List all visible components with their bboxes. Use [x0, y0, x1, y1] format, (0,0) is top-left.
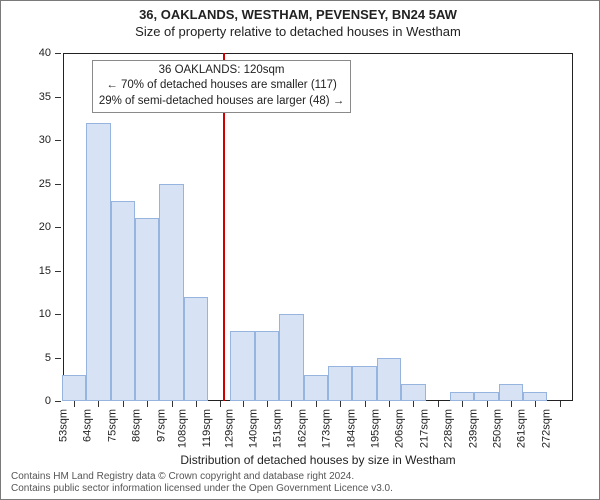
x-tick: [340, 401, 341, 407]
x-tick-label: 140sqm: [247, 409, 259, 448]
x-tick: [438, 401, 439, 407]
axis-left: [63, 53, 64, 401]
x-tick: [535, 401, 536, 407]
x-tick-label: 119sqm: [201, 409, 213, 447]
x-tick-label: 162sqm: [296, 409, 308, 448]
y-tick-label: 40: [39, 47, 51, 59]
x-tick: [172, 401, 173, 407]
chart-container: 36, OAKLANDS, WESTHAM, PEVENSEY, BN24 5A…: [0, 0, 600, 500]
chart-title: 36, OAKLANDS, WESTHAM, PEVENSEY, BN24 5A…: [7, 7, 589, 22]
annotation-box: 36 OAKLANDS: 120sqm← 70% of detached hou…: [92, 60, 351, 113]
histogram-bar: [377, 358, 401, 402]
y-tick-label: 30: [39, 134, 51, 146]
histogram-bar: [499, 384, 523, 401]
x-tick: [291, 401, 292, 407]
y-tick-label: 10: [39, 308, 51, 320]
y-tick: [55, 314, 61, 315]
x-tick: [196, 401, 197, 407]
histogram-bar: [86, 123, 110, 401]
annotation-line: ← 70% of detached houses are smaller (11…: [99, 78, 344, 94]
footer-line1: Contains HM Land Registry data © Crown c…: [11, 471, 393, 483]
histogram-bar: [62, 375, 86, 401]
y-tick-label: 0: [45, 395, 51, 407]
x-tick-label: 129sqm: [223, 409, 235, 448]
x-tick-label: 217sqm: [418, 409, 430, 448]
x-tick: [220, 401, 221, 407]
x-tick: [560, 401, 561, 407]
histogram-bar: [279, 314, 303, 401]
x-tick-label: 184sqm: [345, 409, 357, 448]
y-tick: [55, 97, 61, 98]
y-tick: [55, 271, 61, 272]
x-tick-label: 250sqm: [491, 409, 503, 448]
y-tick-label: 5: [45, 352, 51, 364]
y-tick: [55, 140, 61, 141]
histogram-bar: [450, 392, 474, 401]
x-tick-label: 272sqm: [540, 409, 552, 448]
annotation-line: 36 OAKLANDS: 120sqm: [99, 63, 344, 79]
x-tick-label: 75sqm: [106, 409, 118, 442]
x-tick: [74, 401, 75, 407]
x-tick: [147, 401, 148, 407]
x-tick-label: 206sqm: [394, 409, 406, 448]
histogram-bar: [111, 201, 135, 401]
x-tick: [267, 401, 268, 407]
x-tick: [389, 401, 390, 407]
y-tick: [55, 401, 61, 402]
x-tick: [243, 401, 244, 407]
x-tick-label: 151sqm: [272, 409, 284, 448]
x-tick-label: 108sqm: [176, 409, 188, 448]
x-axis-label: Distribution of detached houses by size …: [180, 453, 455, 467]
y-tick-label: 25: [39, 178, 51, 190]
x-tick-label: 239sqm: [467, 409, 479, 448]
histogram-bar: [328, 366, 352, 401]
y-tick: [55, 227, 61, 228]
x-tick: [413, 401, 414, 407]
x-tick: [123, 401, 124, 407]
x-tick: [462, 401, 463, 407]
x-tick-label: 64sqm: [82, 409, 94, 442]
histogram-bar: [135, 218, 159, 401]
x-tick-label: 195sqm: [369, 409, 381, 448]
histogram-bar: [255, 331, 279, 401]
x-tick: [98, 401, 99, 407]
x-tick: [365, 401, 366, 407]
x-tick-label: 97sqm: [155, 409, 167, 442]
histogram-bar: [184, 297, 208, 401]
footer: Contains HM Land Registry data © Crown c…: [11, 471, 393, 495]
y-tick-label: 35: [39, 91, 51, 103]
x-tick-label: 86sqm: [131, 409, 143, 442]
y-tick-label: 20: [39, 221, 51, 233]
histogram-bar: [352, 366, 376, 401]
annotation-line: 29% of semi-detached houses are larger (…: [99, 94, 344, 110]
x-tick: [511, 401, 512, 407]
chart-subtitle: Size of property relative to detached ho…: [7, 24, 589, 39]
y-tick: [55, 358, 61, 359]
histogram-bar: [159, 184, 183, 402]
histogram-bar: [401, 384, 425, 401]
axis-top: [63, 53, 573, 54]
footer-line2: Contains public sector information licen…: [11, 483, 393, 495]
plot-area: Number of detached properties Distributi…: [63, 53, 573, 401]
x-tick-label: 261sqm: [516, 409, 528, 448]
x-tick-label: 228sqm: [443, 409, 455, 448]
histogram-bar: [523, 392, 547, 401]
x-tick: [487, 401, 488, 407]
histogram-bar: [230, 331, 254, 401]
x-tick-label: 173sqm: [321, 409, 333, 448]
y-tick: [55, 53, 61, 54]
axis-right: [572, 53, 573, 401]
x-tick: [316, 401, 317, 407]
y-tick-label: 15: [39, 265, 51, 277]
histogram-bar: [474, 392, 498, 401]
x-tick-label: 53sqm: [58, 409, 70, 442]
y-tick: [55, 184, 61, 185]
histogram-bar: [304, 375, 328, 401]
